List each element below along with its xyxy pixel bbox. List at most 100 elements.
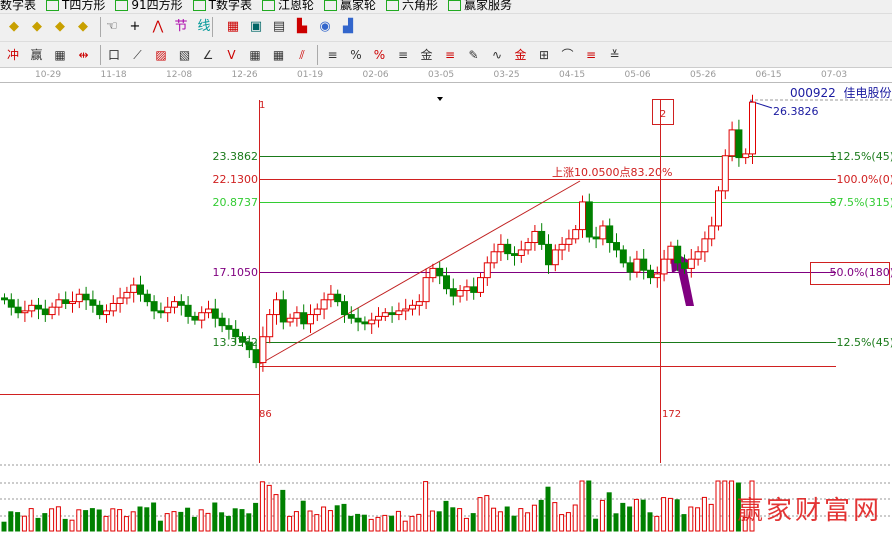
toolbar-item-1[interactable]: T四方形 <box>46 0 105 11</box>
volume-bar <box>198 509 204 532</box>
volume-bar <box>1 521 7 532</box>
save-icon[interactable]: ▙ <box>297 19 307 34</box>
grid-icon[interactable]: ▦ <box>249 48 261 62</box>
selected-level-box[interactable] <box>810 262 890 285</box>
stock-code: 000922 <box>790 86 836 100</box>
stock-name: 佳电股份 <box>843 86 892 100</box>
fib-arc-icon[interactable]: ⌒ <box>561 48 574 62</box>
trend-line <box>259 180 581 365</box>
network-icon[interactable]: ◉ <box>319 19 331 34</box>
candle-body <box>375 315 382 321</box>
candle-body <box>409 304 416 310</box>
percent-fib-icon[interactable]: % <box>350 48 362 62</box>
candle-body <box>551 249 559 266</box>
volume-bar <box>436 511 442 532</box>
date-tick: 12-26 <box>231 70 258 80</box>
candle-body <box>687 258 695 269</box>
box-icon[interactable]: 口 <box>107 48 120 62</box>
volume-bar <box>375 516 381 532</box>
calendar-icon[interactable]: ▦ <box>226 19 240 34</box>
volume-bar <box>701 496 707 532</box>
gann-square-icon[interactable]: ▧ <box>178 48 191 62</box>
candle-body <box>368 319 376 325</box>
volume-bar <box>491 507 497 532</box>
computer-icon[interactable]: ▟ <box>343 19 353 34</box>
gold-icon[interactable]: 金 <box>420 48 433 62</box>
volume-bar <box>729 480 735 532</box>
win-icon[interactable]: 赢 <box>30 48 43 62</box>
gann-box-icon[interactable]: ▨ <box>155 48 167 62</box>
candle-body <box>137 284 144 295</box>
calculator-icon[interactable]: ▣ <box>249 19 263 34</box>
fib-fan-icon[interactable]: ≚ <box>609 48 620 62</box>
toolbar-item-3[interactable]: T数字表 <box>192 0 252 11</box>
candle-body <box>69 301 76 304</box>
hand-icon[interactable]: ☜ <box>106 19 118 34</box>
volume-bar <box>8 511 14 532</box>
toolbar-item-0[interactable]: 数字表 <box>0 0 37 12</box>
volume-bar <box>545 486 551 532</box>
candle-body <box>347 314 355 319</box>
fan-icon[interactable]: ⟋ <box>133 48 142 62</box>
move-left-icon[interactable]: ◆ <box>9 19 19 34</box>
move-right-icon[interactable]: ◆ <box>32 19 42 34</box>
toolbar-item-6[interactable]: 六角形 <box>386 0 438 11</box>
toolbar-separator <box>212 17 213 37</box>
pattern-icon[interactable]: 线 <box>197 19 211 34</box>
toolbar-item-4[interactable]: 江恩轮 <box>261 0 314 11</box>
toolbar-item-2[interactable]: 91四方形 <box>115 0 183 11</box>
measure-icon[interactable]: ⇹ <box>78 48 89 62</box>
fib-bar-icon[interactable]: ≡ <box>327 48 338 62</box>
date-tick: 07-03 <box>821 70 848 80</box>
ruler-icon[interactable]: ▦ <box>54 48 66 62</box>
candle-body <box>504 243 512 255</box>
candle-body <box>361 321 369 325</box>
zigzag-icon[interactable]: ⋀ <box>152 19 164 34</box>
percent-line-icon[interactable]: ≡ <box>397 48 409 62</box>
candle-body <box>286 317 294 323</box>
candle-body <box>252 349 260 364</box>
volume-bar <box>334 505 340 532</box>
pen-icon[interactable]: ✎ <box>468 48 479 62</box>
candle-body <box>103 310 110 316</box>
notes-icon[interactable]: ▤ <box>272 19 286 34</box>
volume-bar <box>593 518 599 532</box>
toolbar-item-7[interactable]: 赢家服务 <box>448 0 512 11</box>
candle-body <box>388 312 396 316</box>
fib-level-label: 112.5%(45) <box>829 149 892 163</box>
fib-level-label: 50.0%(180) <box>829 265 892 279</box>
candle-body <box>545 243 552 266</box>
candle-body <box>143 293 151 303</box>
marker-2[interactable]: 2 <box>652 99 674 125</box>
grid2-icon[interactable]: ▦ <box>272 48 285 62</box>
percent-icon[interactable]: % <box>373 48 386 62</box>
angle-icon[interactable]: ∠ <box>202 48 214 62</box>
volume-bar <box>504 506 510 532</box>
volume-bar <box>212 502 218 532</box>
toolbar-item-5[interactable]: 赢家轮 <box>324 0 376 11</box>
expand-icon[interactable]: ◆ <box>55 19 65 34</box>
candle-body <box>585 201 593 238</box>
candle-body <box>300 312 308 325</box>
volume-bar <box>735 482 741 532</box>
shrink-icon[interactable]: ◆ <box>78 19 88 34</box>
chan-icon[interactable]: 冲 <box>6 48 19 62</box>
toolbar-item-icon <box>115 0 129 11</box>
candle-body <box>259 336 267 364</box>
volume-bar <box>579 480 585 532</box>
candle-body <box>381 312 389 317</box>
wave-icon[interactable]: V <box>227 48 236 62</box>
candle-body <box>592 236 600 240</box>
section-icon[interactable]: 节 <box>174 19 188 34</box>
fib-time-icon[interactable]: ⊞ <box>538 48 550 62</box>
candle-body <box>354 317 362 323</box>
parallel-icon[interactable]: ⫽ <box>299 48 305 62</box>
gold-line-icon[interactable]: ≡ <box>444 48 456 62</box>
crosshair-icon[interactable]: + <box>129 19 141 34</box>
fib-ext-icon[interactable]: ≡ <box>585 48 597 62</box>
candle-body <box>735 129 743 159</box>
date-tick: 02-06 <box>362 70 389 80</box>
gold2-icon[interactable]: 金 <box>514 48 527 62</box>
cycle-icon[interactable]: ∿ <box>491 48 503 62</box>
